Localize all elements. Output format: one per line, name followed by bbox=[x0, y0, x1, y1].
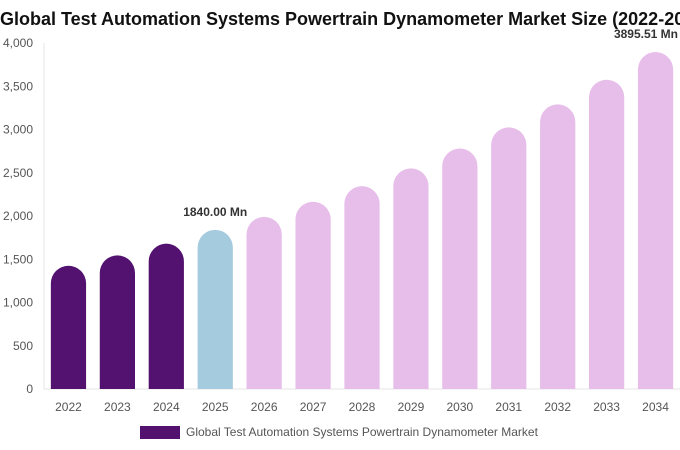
x-tick-label: 2031 bbox=[495, 400, 522, 414]
legend-swatch bbox=[140, 425, 180, 439]
bar-2023 bbox=[99, 255, 135, 389]
bar-2022 bbox=[50, 265, 87, 389]
bar-2028 bbox=[344, 186, 380, 389]
bar-2032 bbox=[540, 104, 576, 389]
x-tick-label: 2027 bbox=[300, 400, 327, 414]
x-tick-label: 2032 bbox=[544, 400, 571, 414]
bar-2030 bbox=[442, 148, 478, 389]
x-tick-label: 2025 bbox=[202, 400, 229, 414]
x-tick-label: 2026 bbox=[251, 400, 278, 414]
y-tick-label: 2,500 bbox=[3, 166, 33, 180]
y-tick-label: 3,000 bbox=[3, 123, 33, 137]
x-tick-label: 2022 bbox=[55, 400, 82, 414]
y-tick-label: 0 bbox=[26, 382, 33, 396]
x-axis-ticks: 2022 2023 2024 2025 2026 2027 2028 2029 2030 2031… bbox=[55, 400, 669, 414]
x-tick-label: 2029 bbox=[398, 400, 425, 414]
data-labels: 1840.00 Mn 3895.51 Mn bbox=[183, 27, 678, 219]
bar-2029 bbox=[393, 168, 429, 389]
data-label-2025: 1840.00 Mn bbox=[183, 205, 247, 219]
y-tick-label: 3,500 bbox=[3, 79, 33, 93]
x-tick-label: 2028 bbox=[349, 400, 376, 414]
x-tick-label: 2024 bbox=[153, 400, 180, 414]
y-tick-label: 1,500 bbox=[3, 252, 33, 266]
bar-2025 bbox=[197, 229, 233, 389]
bar-2033 bbox=[589, 79, 625, 389]
bars bbox=[50, 52, 674, 390]
bar-2027 bbox=[295, 201, 331, 389]
y-tick-label: 1,000 bbox=[3, 296, 33, 310]
y-tick-label: 4,000 bbox=[3, 36, 33, 50]
x-tick-label: 2033 bbox=[593, 400, 620, 414]
y-axis-ticks: 0 500 1,000 1,500 2,000 2,500 3,000 3,500 4,000 bbox=[3, 36, 33, 396]
y-tick-label: 500 bbox=[13, 339, 33, 353]
bar-2034 bbox=[637, 52, 674, 389]
bar-2031 bbox=[491, 127, 527, 390]
chart-title: Global Test Automation Systems Powertrai… bbox=[0, 9, 680, 29]
bar-2026 bbox=[246, 216, 282, 389]
legend: Global Test Automation Systems Powertrai… bbox=[140, 425, 538, 439]
legend-label: Global Test Automation Systems Powertrai… bbox=[186, 425, 538, 439]
x-tick-label: 2023 bbox=[104, 400, 131, 414]
x-tick-label: 2030 bbox=[446, 400, 473, 414]
x-tick-label: 2034 bbox=[642, 400, 669, 414]
y-tick-label: 2,000 bbox=[3, 209, 33, 223]
data-label-2034: 3895.51 Mn bbox=[614, 27, 678, 41]
bar-2024 bbox=[148, 243, 184, 389]
